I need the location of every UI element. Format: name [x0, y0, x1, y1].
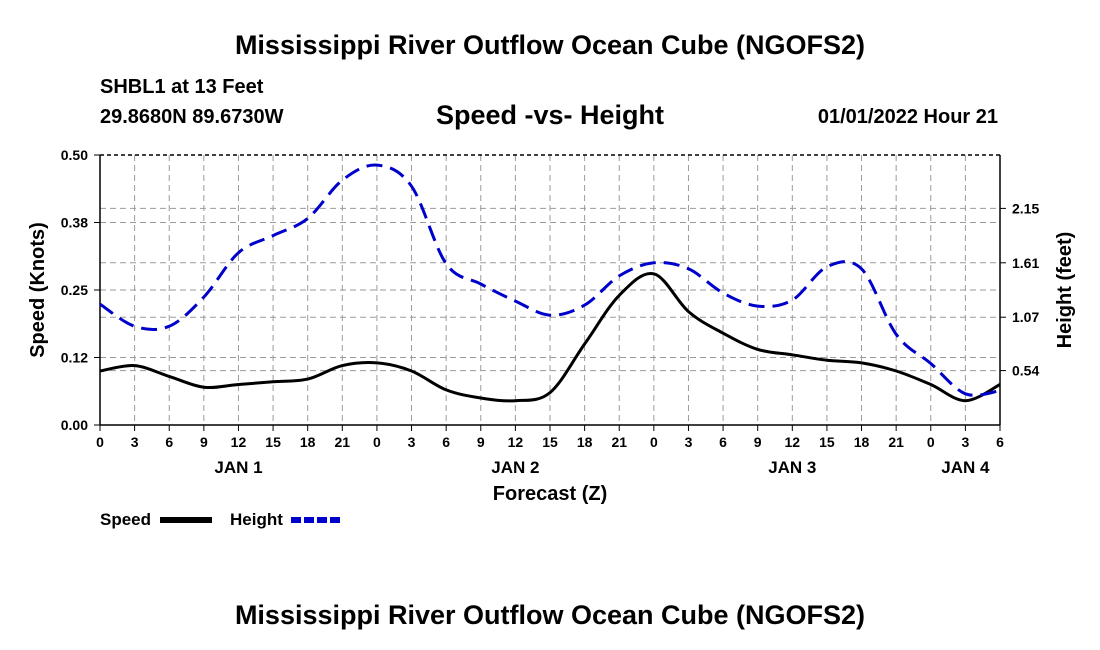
x-axis-title: Forecast (Z)	[493, 483, 607, 505]
date-label: JAN 4	[941, 458, 990, 477]
y2-axis-title: Height (feet)	[1054, 232, 1076, 349]
x-tick-label: 3	[131, 434, 139, 450]
y-tick-label: 0.38	[61, 215, 88, 231]
date-label: JAN 2	[491, 458, 539, 477]
y-tick-label: 0.50	[61, 147, 88, 163]
x-tick-label: 15	[542, 434, 558, 450]
x-tick-label: 0	[373, 434, 381, 450]
station-coordinates: 29.8680N 89.6730W	[100, 106, 284, 128]
x-tick-label: 0	[927, 434, 935, 450]
x-tick-label: 6	[996, 434, 1004, 450]
x-tick-label: 0	[650, 434, 658, 450]
footer-title: Mississippi River Outflow Ocean Cube (NG…	[234, 600, 866, 630]
x-tick-label: 6	[442, 434, 450, 450]
x-tick-label: 15	[819, 434, 835, 450]
x-tick-label: 21	[335, 434, 351, 450]
x-tick-label: 0	[96, 434, 104, 450]
x-tick-label: 15	[265, 434, 281, 450]
y-tick-label: 0.25	[61, 282, 88, 298]
legend-speed-label: Speed	[100, 510, 151, 529]
x-tick-label: 21	[611, 434, 627, 450]
chart-title: Mississippi River Outflow Ocean Cube (NG…	[234, 30, 866, 60]
date-label: JAN 1	[214, 458, 262, 477]
chart-subtitle: Speed -vs- Height	[435, 100, 665, 130]
y-tick-label: 0.00	[61, 417, 88, 433]
x-tick-label: 12	[231, 434, 247, 450]
x-tick-label: 21	[888, 434, 904, 450]
height-series-line	[99, 163, 1001, 397]
x-tick-label: 3	[685, 434, 693, 450]
x-tick-label: 9	[200, 434, 208, 450]
y-axis-title: Speed (Knots)	[27, 222, 49, 358]
y2-tick-label: 2.15	[1012, 200, 1039, 216]
y2-tick-label: 0.54	[1012, 363, 1039, 379]
x-tick-label: 6	[719, 434, 727, 450]
x-tick-label: 18	[854, 434, 870, 450]
x-tick-label: 3	[408, 434, 416, 450]
x-tick-label: 9	[477, 434, 485, 450]
x-tick-label: 12	[785, 434, 801, 450]
x-tick-label: 9	[754, 434, 762, 450]
x-tick-label: 3	[961, 434, 969, 450]
y2-tick-label: 1.07	[1012, 309, 1039, 325]
y-tick-label: 0.12	[61, 350, 88, 366]
x-tick-label: 6	[165, 434, 173, 450]
forecast-datetime: 01/01/2022 Hour 21	[817, 106, 998, 128]
legend-height-label: Height	[230, 510, 283, 529]
station-label: SHBL1 at 13 Feet	[100, 76, 264, 98]
y2-tick-label: 1.61	[1012, 255, 1039, 271]
x-tick-label: 12	[508, 434, 524, 450]
date-label: JAN 3	[768, 458, 816, 477]
speed-series-line	[99, 271, 1001, 403]
x-tick-label: 18	[577, 434, 593, 450]
x-tick-label: 18	[300, 434, 316, 450]
